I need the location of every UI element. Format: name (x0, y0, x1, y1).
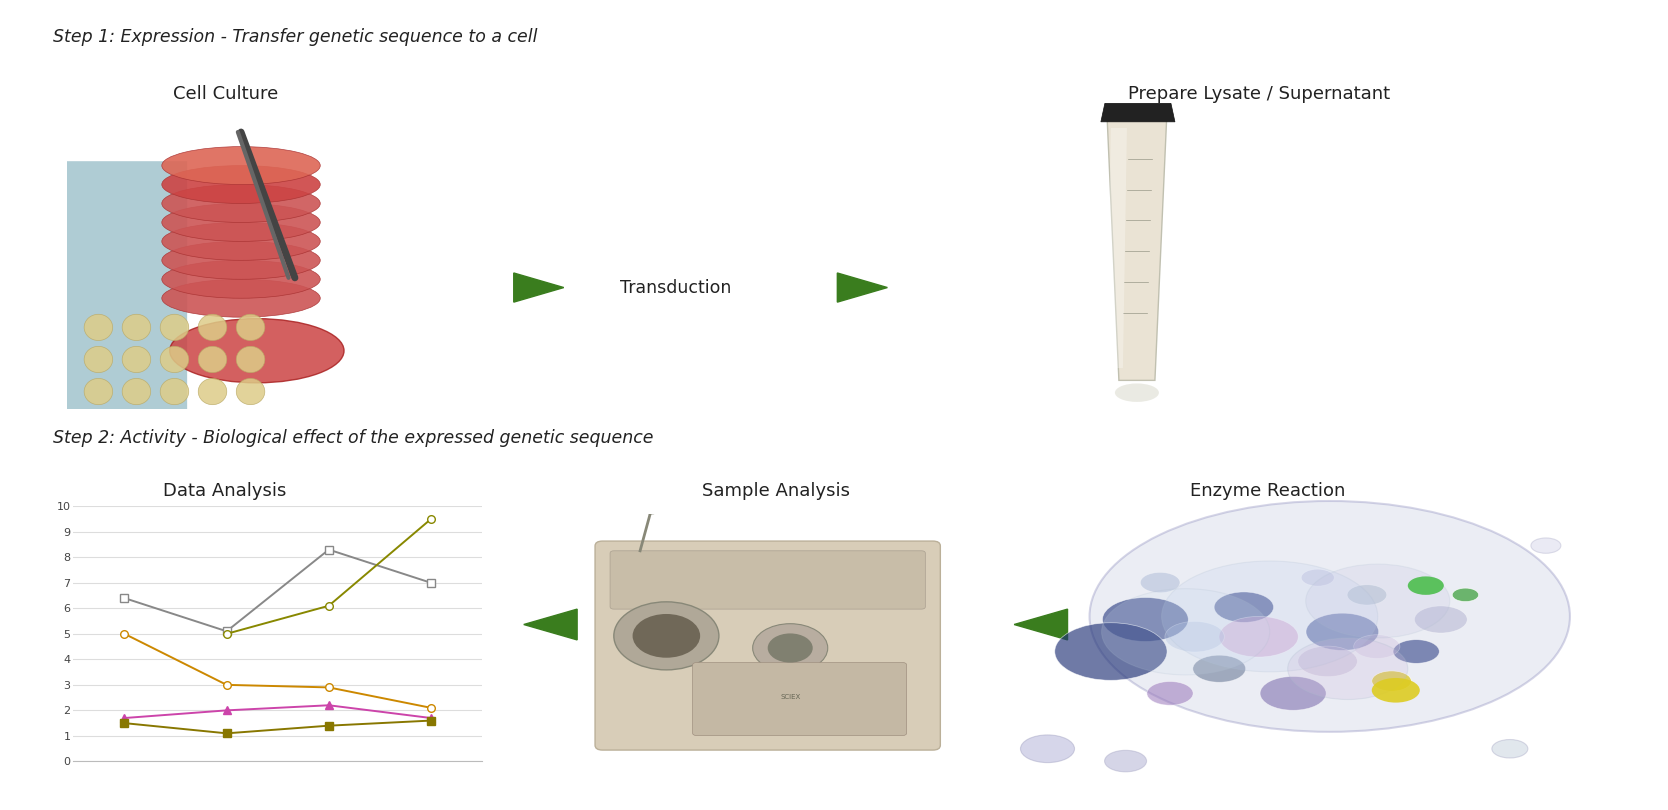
Circle shape (160, 347, 188, 373)
Circle shape (1371, 678, 1419, 702)
Circle shape (122, 314, 150, 340)
Circle shape (1288, 638, 1408, 700)
Circle shape (1214, 592, 1274, 622)
Circle shape (1393, 640, 1439, 663)
Circle shape (1371, 671, 1411, 691)
Circle shape (198, 347, 227, 373)
Circle shape (1103, 598, 1188, 642)
Circle shape (1164, 621, 1224, 652)
FancyBboxPatch shape (692, 663, 907, 735)
Circle shape (1354, 635, 1399, 659)
Circle shape (160, 314, 188, 340)
Ellipse shape (162, 279, 320, 318)
Text: Transduction: Transduction (620, 279, 731, 296)
Circle shape (237, 314, 265, 340)
Ellipse shape (162, 147, 320, 185)
Circle shape (198, 314, 227, 340)
Ellipse shape (1114, 383, 1159, 402)
Ellipse shape (162, 165, 320, 203)
Circle shape (237, 378, 265, 405)
Circle shape (614, 602, 719, 670)
Polygon shape (1108, 113, 1168, 381)
Ellipse shape (162, 260, 320, 298)
Ellipse shape (170, 318, 344, 383)
Circle shape (1301, 569, 1334, 586)
Circle shape (237, 347, 265, 373)
Circle shape (1453, 588, 1478, 602)
FancyBboxPatch shape (595, 541, 941, 750)
Circle shape (1101, 589, 1269, 675)
Ellipse shape (162, 185, 320, 223)
Circle shape (1148, 681, 1193, 706)
FancyBboxPatch shape (67, 161, 187, 409)
Circle shape (1161, 561, 1378, 671)
Ellipse shape (162, 203, 320, 241)
Text: Step 2: Activity - Biological effect of the expressed genetic sequence: Step 2: Activity - Biological effect of … (53, 429, 654, 447)
Circle shape (1306, 564, 1449, 638)
Polygon shape (524, 609, 577, 640)
Circle shape (632, 614, 701, 658)
Circle shape (83, 347, 113, 373)
Polygon shape (1014, 609, 1068, 640)
Polygon shape (837, 273, 887, 302)
Circle shape (752, 624, 827, 672)
Circle shape (1298, 646, 1358, 676)
Ellipse shape (1089, 501, 1570, 732)
Circle shape (1491, 740, 1528, 758)
Circle shape (83, 314, 113, 340)
Circle shape (1306, 613, 1379, 650)
Circle shape (1414, 606, 1468, 633)
Text: SCIEX: SCIEX (781, 693, 801, 700)
Text: Cell Culture: Cell Culture (172, 85, 279, 103)
Circle shape (122, 378, 150, 405)
Circle shape (767, 633, 812, 663)
Ellipse shape (162, 241, 320, 279)
Text: Prepare Lysate / Supernatant: Prepare Lysate / Supernatant (1128, 85, 1391, 103)
Text: Sample Analysis: Sample Analysis (702, 482, 849, 500)
Circle shape (122, 347, 150, 373)
Circle shape (1348, 585, 1386, 605)
Circle shape (1104, 750, 1146, 772)
Circle shape (1259, 676, 1326, 710)
Circle shape (160, 378, 188, 405)
Circle shape (1054, 623, 1168, 680)
Circle shape (83, 378, 113, 405)
Polygon shape (1108, 128, 1128, 368)
Polygon shape (514, 273, 564, 302)
Circle shape (1219, 616, 1298, 657)
Text: Data Analysis: Data Analysis (163, 482, 287, 500)
Circle shape (198, 378, 227, 405)
Circle shape (1531, 538, 1561, 553)
Text: Enzyme Reaction: Enzyme Reaction (1189, 482, 1346, 500)
Ellipse shape (162, 223, 320, 260)
Circle shape (1141, 573, 1179, 593)
Text: Step 1: Expression - Transfer genetic sequence to a cell: Step 1: Expression - Transfer genetic se… (53, 28, 537, 46)
Circle shape (1408, 577, 1444, 595)
FancyBboxPatch shape (610, 551, 926, 609)
Circle shape (1193, 655, 1246, 682)
Circle shape (641, 500, 662, 514)
Polygon shape (1101, 104, 1174, 122)
Circle shape (1021, 735, 1074, 763)
